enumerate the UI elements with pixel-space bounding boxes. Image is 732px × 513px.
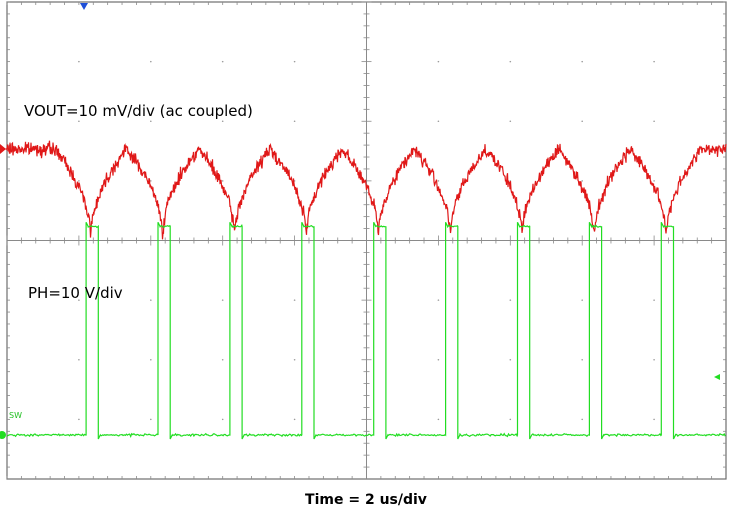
grid-dot: [293, 60, 296, 63]
grid-dot: [78, 299, 80, 301]
grid-dot: [150, 358, 152, 361]
grid-dot: [293, 120, 296, 123]
trigger-position-icon: [80, 3, 88, 10]
grid-dot: [581, 60, 583, 63]
grid-dot: [581, 299, 583, 301]
x-axis-label: Time = 2 us/div: [305, 492, 427, 508]
grid-dot: [221, 358, 224, 361]
grid-dot: [509, 418, 512, 421]
ph-label: PH=10 V/div: [28, 284, 123, 302]
grid-dot: [437, 120, 440, 123]
traces: [6, 140, 727, 440]
grid-dot: [581, 120, 583, 123]
grid-dot: [653, 299, 655, 301]
grid-dot: [653, 418, 655, 421]
vout-label: VOUT=10 mV/div (ac coupled): [24, 102, 253, 120]
grid-dot: [293, 418, 296, 421]
grid-dot: [293, 299, 296, 301]
grid-dot: [509, 120, 512, 123]
grid-dot: [509, 60, 512, 63]
trigger-level-icon: [714, 374, 720, 380]
grid-dot: [221, 299, 224, 301]
graticule: [6, 1, 726, 479]
grid-dot: [581, 418, 583, 421]
vout-ground-arrow-icon: [5, 144, 11, 154]
grid-dot: [78, 120, 80, 123]
grid-dot: [653, 358, 655, 361]
grid-dot: [150, 299, 152, 301]
grid-dot: [78, 418, 80, 421]
grid-dot: [221, 418, 224, 421]
grid-dot: [437, 418, 440, 421]
grid-dot: [221, 60, 224, 63]
grid-dot: [653, 120, 655, 123]
ph-trace: [6, 222, 726, 440]
grid-dot: [437, 299, 440, 301]
grid-dot: [78, 358, 80, 361]
markers: [0, 3, 720, 439]
grid-dot: [150, 180, 152, 182]
grid-dot: [150, 60, 152, 63]
grid-dot: [437, 180, 440, 182]
grid-dot: [221, 120, 224, 123]
grid-dot: [509, 358, 512, 361]
grid-dot: [78, 60, 80, 63]
grid-dot: [437, 60, 440, 63]
grid-dot: [221, 180, 224, 182]
grid-dot: [150, 418, 152, 421]
grid-dot: [581, 180, 583, 182]
grid-dot: [293, 358, 296, 361]
grid-dot: [437, 358, 440, 361]
ph-ground-marker-icon: [0, 431, 6, 439]
grid-dot: [150, 120, 152, 123]
vout-ground-marker-icon: [0, 144, 6, 154]
grid-dot: [653, 180, 655, 182]
sw-ground-tag: SW: [9, 411, 22, 420]
grid-dot: [78, 180, 80, 182]
grid-dot: [509, 299, 512, 301]
vout-trace: [6, 140, 727, 240]
grid-dot: [653, 60, 655, 63]
grid-dot: [581, 358, 583, 361]
